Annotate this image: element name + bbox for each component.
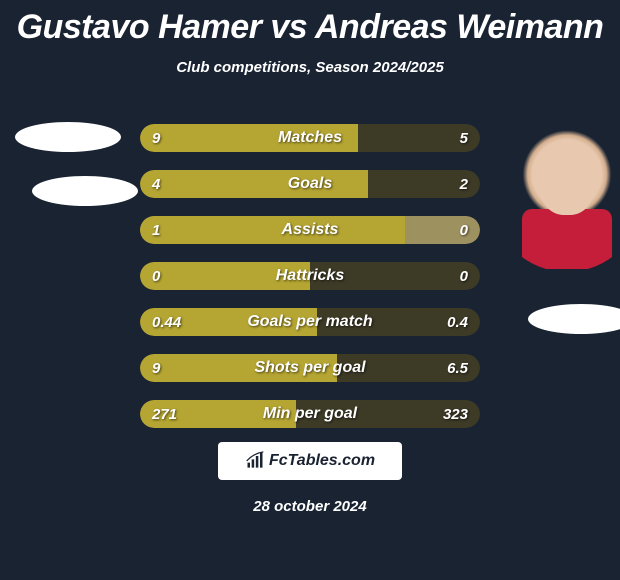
- stat-row: 271323Min per goal: [140, 400, 480, 428]
- footer-date: 28 october 2024: [0, 498, 620, 515]
- stat-row: 0.440.4Goals per match: [140, 308, 480, 336]
- page-title: Gustavo Hamer vs Andreas Weimann: [0, 0, 620, 47]
- right-player-column: [492, 122, 612, 358]
- stat-label: Min per goal: [140, 400, 480, 428]
- stat-row: 95Matches: [140, 124, 480, 152]
- stat-row: 96.5Shots per goal: [140, 354, 480, 382]
- stat-row: 10Assists: [140, 216, 480, 244]
- chart-icon: [245, 451, 265, 471]
- stat-label: Goals per match: [140, 308, 480, 336]
- player2-crest-placeholder: [528, 304, 620, 334]
- stat-label: Matches: [140, 124, 480, 152]
- stats-comparison: 95Matches 42Goals 10Assists 00Hattricks 0.44…: [140, 124, 480, 446]
- stat-row: 00Hattricks: [140, 262, 480, 290]
- footer-logo[interactable]: FcTables.com: [218, 442, 402, 480]
- player1-flag-placeholder: [32, 176, 138, 206]
- player2-photo: [492, 122, 620, 272]
- stat-label: Goals: [140, 170, 480, 198]
- stat-label: Hattricks: [140, 262, 480, 290]
- footer-logo-text: FcTables.com: [269, 452, 375, 470]
- subtitle: Club competitions, Season 2024/2025: [0, 59, 620, 76]
- left-player-column: [8, 122, 128, 230]
- stat-label: Assists: [140, 216, 480, 244]
- stat-row: 42Goals: [140, 170, 480, 198]
- player1-crest-placeholder: [15, 122, 121, 152]
- stat-label: Shots per goal: [140, 354, 480, 382]
